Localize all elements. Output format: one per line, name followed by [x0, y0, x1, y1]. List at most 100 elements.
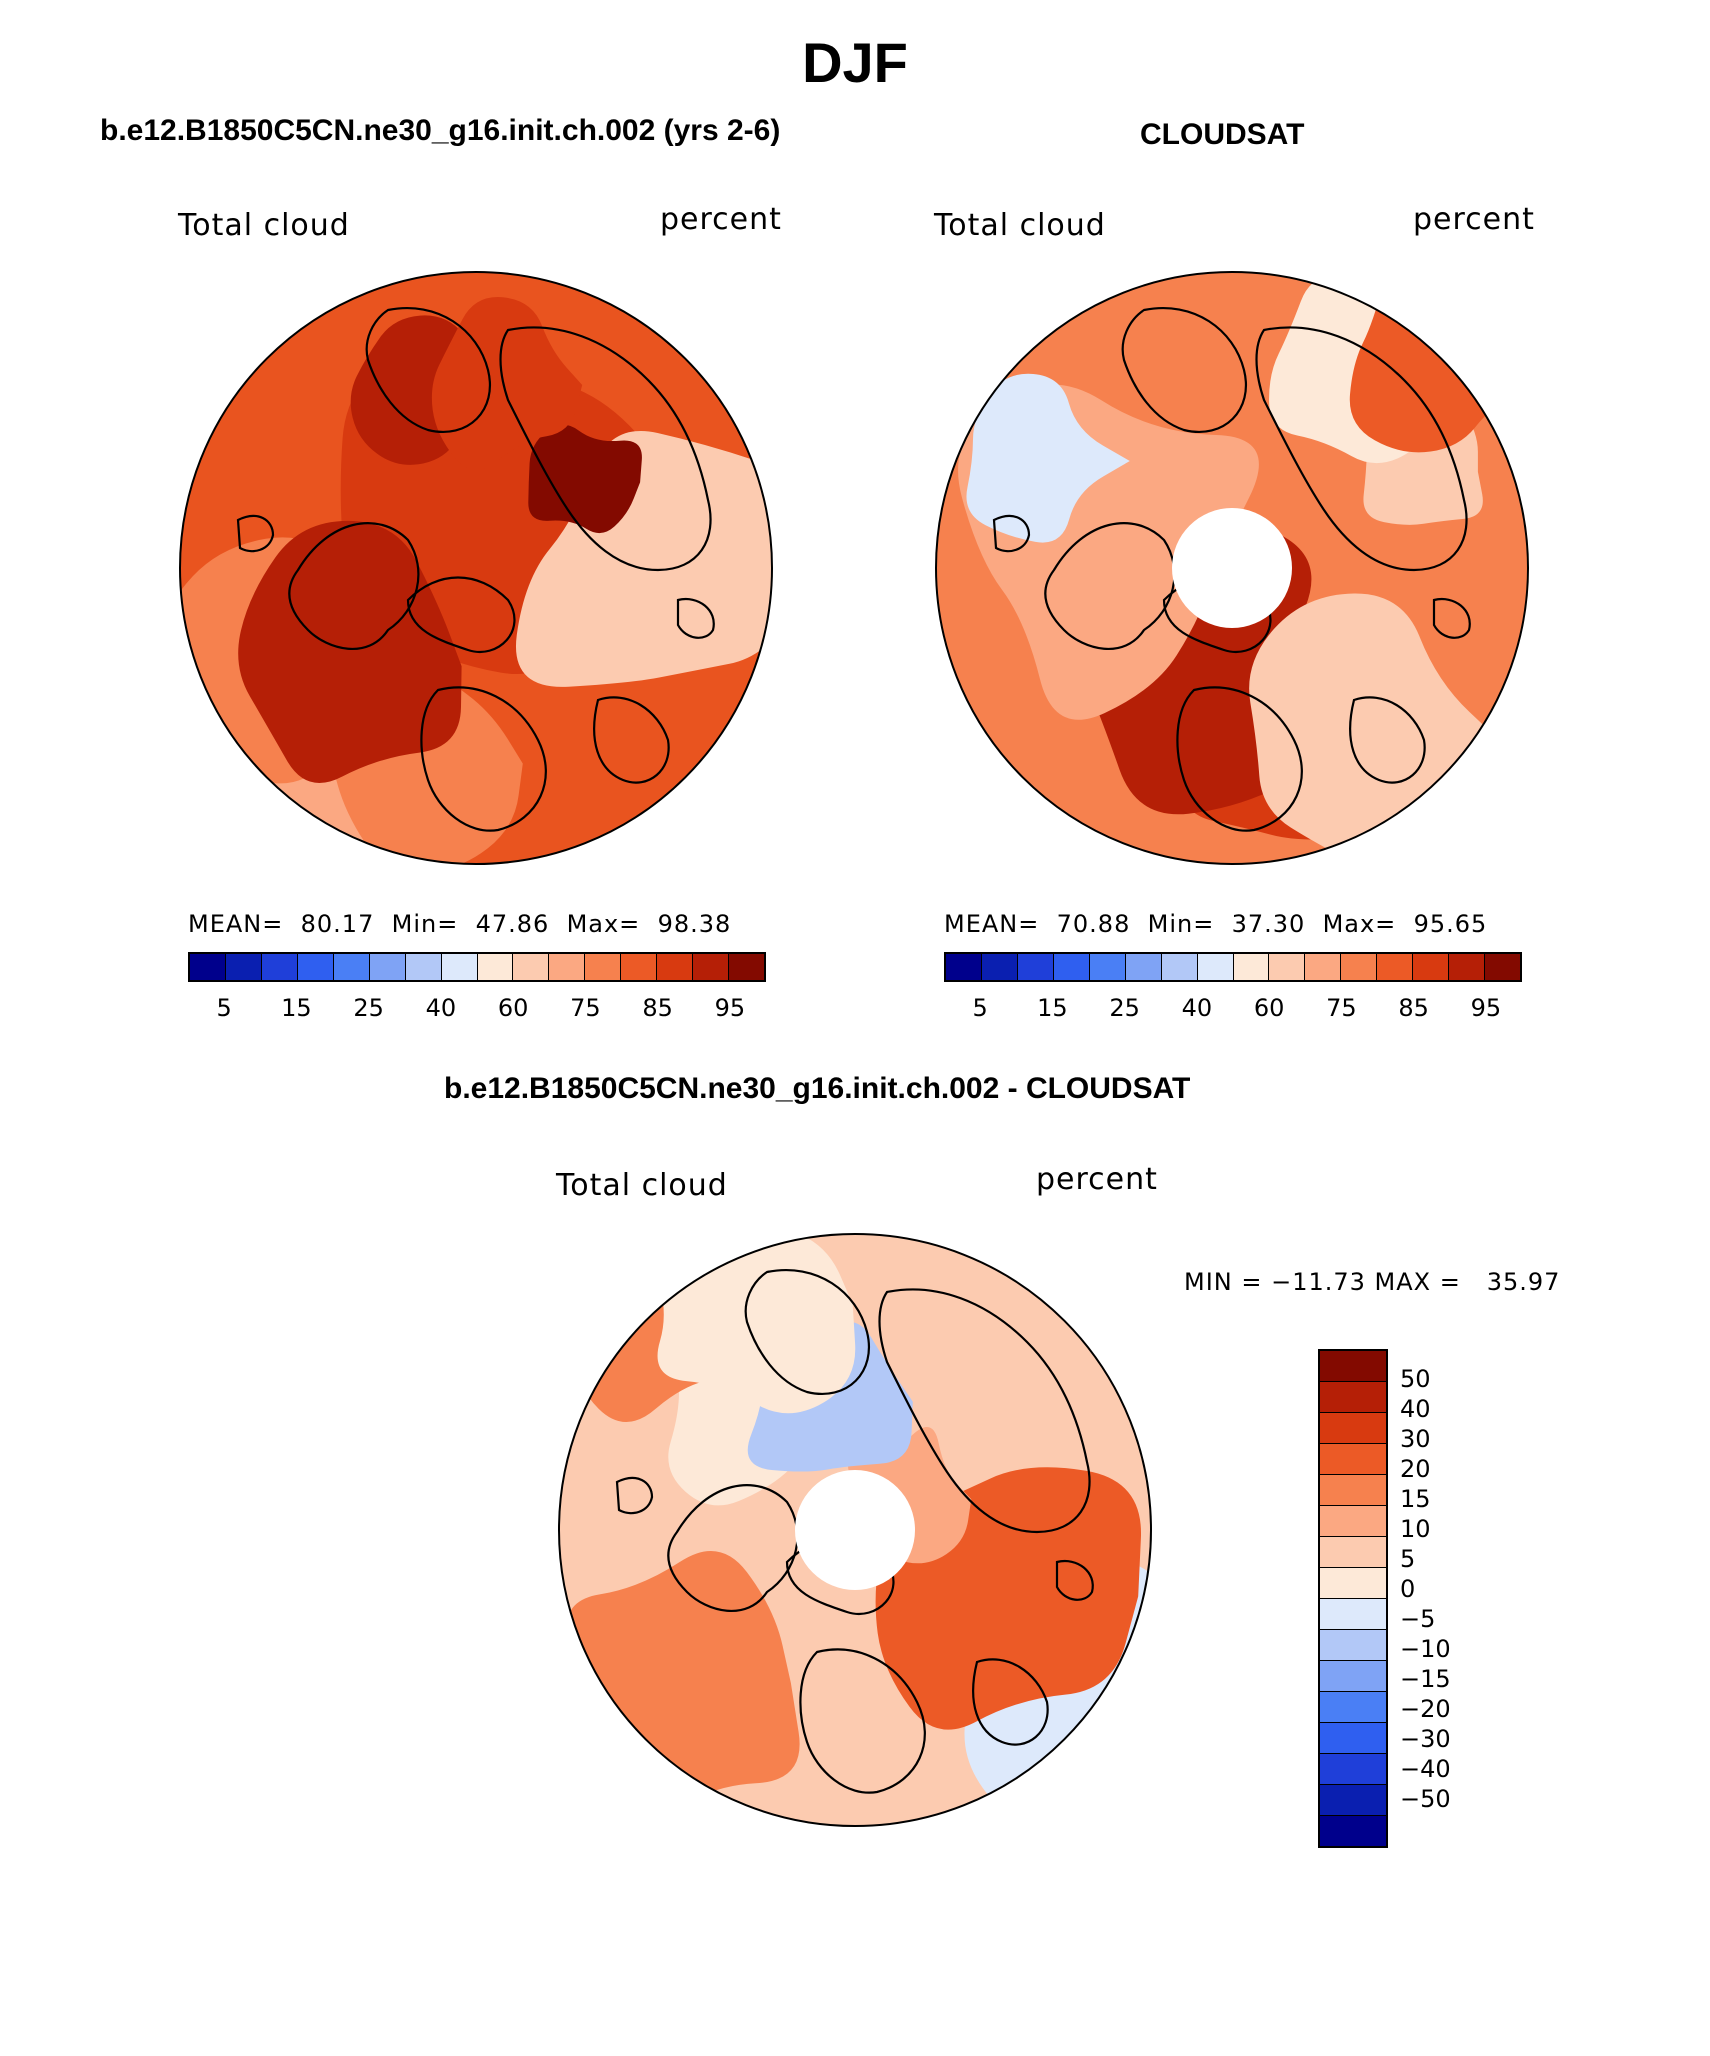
model-max-label: Max=	[566, 910, 641, 938]
colorbar-tick-label: 75	[570, 994, 601, 1022]
model-stats: MEAN= 80.17 Min= 47.86 Max= 98.38	[188, 910, 731, 938]
colorbar-tick-label: 25	[353, 994, 384, 1022]
colorbar-swatch	[657, 954, 694, 980]
obs-colorbar	[944, 952, 1522, 982]
colorbar-tick-label: 75	[1326, 994, 1357, 1022]
diff-colorbar	[1318, 1349, 1388, 1848]
obs-min-label: Min=	[1147, 910, 1215, 938]
colorbar-swatch	[1233, 954, 1270, 980]
coastline	[878, 1288, 1091, 1534]
diff-colorbar-swatch	[1320, 1475, 1386, 1506]
diff-polar-map	[558, 1233, 1152, 1827]
map-border	[558, 1233, 1152, 1827]
map-border	[935, 271, 1529, 865]
colorbar-tick-label: 95	[714, 994, 746, 1022]
coastline	[667, 1484, 799, 1613]
colorbar-swatch	[190, 954, 226, 980]
coastline	[288, 522, 420, 651]
colorbar-swatch	[981, 954, 1018, 980]
model-max-value: 98.38	[657, 910, 732, 938]
diff-variable-label: Total cloud	[556, 1168, 728, 1203]
diff-panel-title: b.e12.B1850C5CN.ne30_g16.init.ch.002 - C…	[444, 1072, 1191, 1105]
diff-colorbar-swatch	[1320, 1444, 1386, 1475]
diff-colorbar-tick-label: 10	[1400, 1515, 1431, 1543]
model-panel-title: b.e12.B1850C5CN.ne30_g16.init.ch.002 (yr…	[100, 114, 781, 147]
diff-colorbar-swatch	[1320, 1630, 1386, 1661]
colorbar-swatch	[1341, 954, 1378, 980]
coastline	[593, 696, 670, 784]
coastline	[972, 1658, 1049, 1746]
colorbar-swatch	[1089, 954, 1126, 980]
diff-colorbar-tick-label: −10	[1400, 1635, 1451, 1663]
diff-colorbar-tick-label: 15	[1400, 1485, 1431, 1513]
colorbar-swatch	[441, 954, 478, 980]
colorbar-tick-label: 15	[1037, 994, 1068, 1022]
diff-colorbar-tick-label: 0	[1400, 1575, 1416, 1603]
diff-colorbar-tick-label: −20	[1400, 1695, 1451, 1723]
diff-range-text: MIN = −11.73 MAX = 35.97	[1184, 1268, 1561, 1296]
diff-colorbar-tick-label: −15	[1400, 1665, 1451, 1693]
diff-colorbar-tick-label: −5	[1400, 1605, 1436, 1633]
colorbar-swatch	[405, 954, 442, 980]
colorbar-swatch	[1377, 954, 1414, 980]
model-polar-map	[179, 271, 773, 865]
colorbar-swatch	[549, 954, 586, 980]
diff-colorbar-tick-label: −40	[1400, 1755, 1451, 1783]
missing-data-mask	[1172, 508, 1292, 628]
coastline	[676, 597, 715, 639]
diff-colorbar-swatch	[1320, 1816, 1386, 1846]
colorbar-tick-label: 5	[972, 994, 988, 1022]
obs-variable-label: Total cloud	[934, 208, 1106, 243]
diff-colorbar-swatch	[1320, 1351, 1386, 1382]
colorbar-swatch	[693, 954, 730, 980]
coastline	[1055, 1559, 1094, 1601]
coastline	[799, 1648, 926, 1794]
coastline	[992, 514, 1031, 553]
colorbar-swatch	[297, 954, 334, 980]
model-min-label: Min=	[391, 910, 459, 938]
colorbar-swatch	[1125, 954, 1162, 980]
obs-polar-map	[935, 271, 1529, 865]
figure-title: DJF	[802, 31, 908, 94]
colorbar-swatch	[621, 954, 658, 980]
colorbar-tick-label: 40	[1181, 994, 1213, 1022]
field-contour-region	[966, 373, 1130, 543]
model-min-value: 47.86	[475, 910, 550, 938]
colorbar-tick-label: 85	[1398, 994, 1429, 1022]
coastline	[1432, 597, 1471, 639]
colorbar-tick-label: 40	[425, 994, 457, 1022]
colorbar-swatch	[1197, 954, 1234, 980]
diff-colorbar-swatch	[1320, 1785, 1386, 1816]
diff-colorbar-swatch	[1320, 1537, 1386, 1568]
colorbar-swatch	[513, 954, 550, 980]
obs-max-value: 95.65	[1413, 910, 1488, 938]
colorbar-tick-label: 5	[216, 994, 232, 1022]
obs-mean-label: MEAN=	[944, 910, 1040, 938]
field-contour-region	[238, 520, 462, 784]
diff-units-label: percent	[1036, 1162, 1158, 1197]
diff-colorbar-tick-label: 50	[1400, 1365, 1431, 1393]
coastline	[499, 326, 712, 572]
obs-stats: MEAN= 70.88 Min= 37.30 Max= 95.65	[944, 910, 1487, 938]
diff-colorbar-swatch	[1320, 1506, 1386, 1537]
diff-colorbar-swatch	[1320, 1382, 1386, 1413]
colorbar-swatch	[333, 954, 370, 980]
coastline	[1255, 326, 1468, 572]
colorbar-tick-label: 15	[281, 994, 312, 1022]
colorbar-tick-label: 60	[1253, 994, 1285, 1022]
model-variable-label: Total cloud	[178, 208, 350, 243]
diff-colorbar-tick-label: 20	[1400, 1455, 1431, 1483]
map-border	[179, 271, 773, 865]
diff-colorbar-swatch	[1320, 1413, 1386, 1444]
diff-colorbar-tick-label: −30	[1400, 1725, 1451, 1753]
colorbar-swatch	[946, 954, 982, 980]
model-mean-value: 80.17	[300, 910, 375, 938]
diff-colorbar-tick-label: 40	[1400, 1395, 1431, 1423]
coastline	[615, 1476, 654, 1515]
field-contour-region	[1349, 272, 1528, 453]
diff-colorbar-swatch	[1320, 1692, 1386, 1723]
obs-max-label: Max=	[1322, 910, 1397, 938]
model-colorbar	[188, 952, 766, 982]
colorbar-swatch	[261, 954, 298, 980]
coastline	[406, 576, 516, 653]
